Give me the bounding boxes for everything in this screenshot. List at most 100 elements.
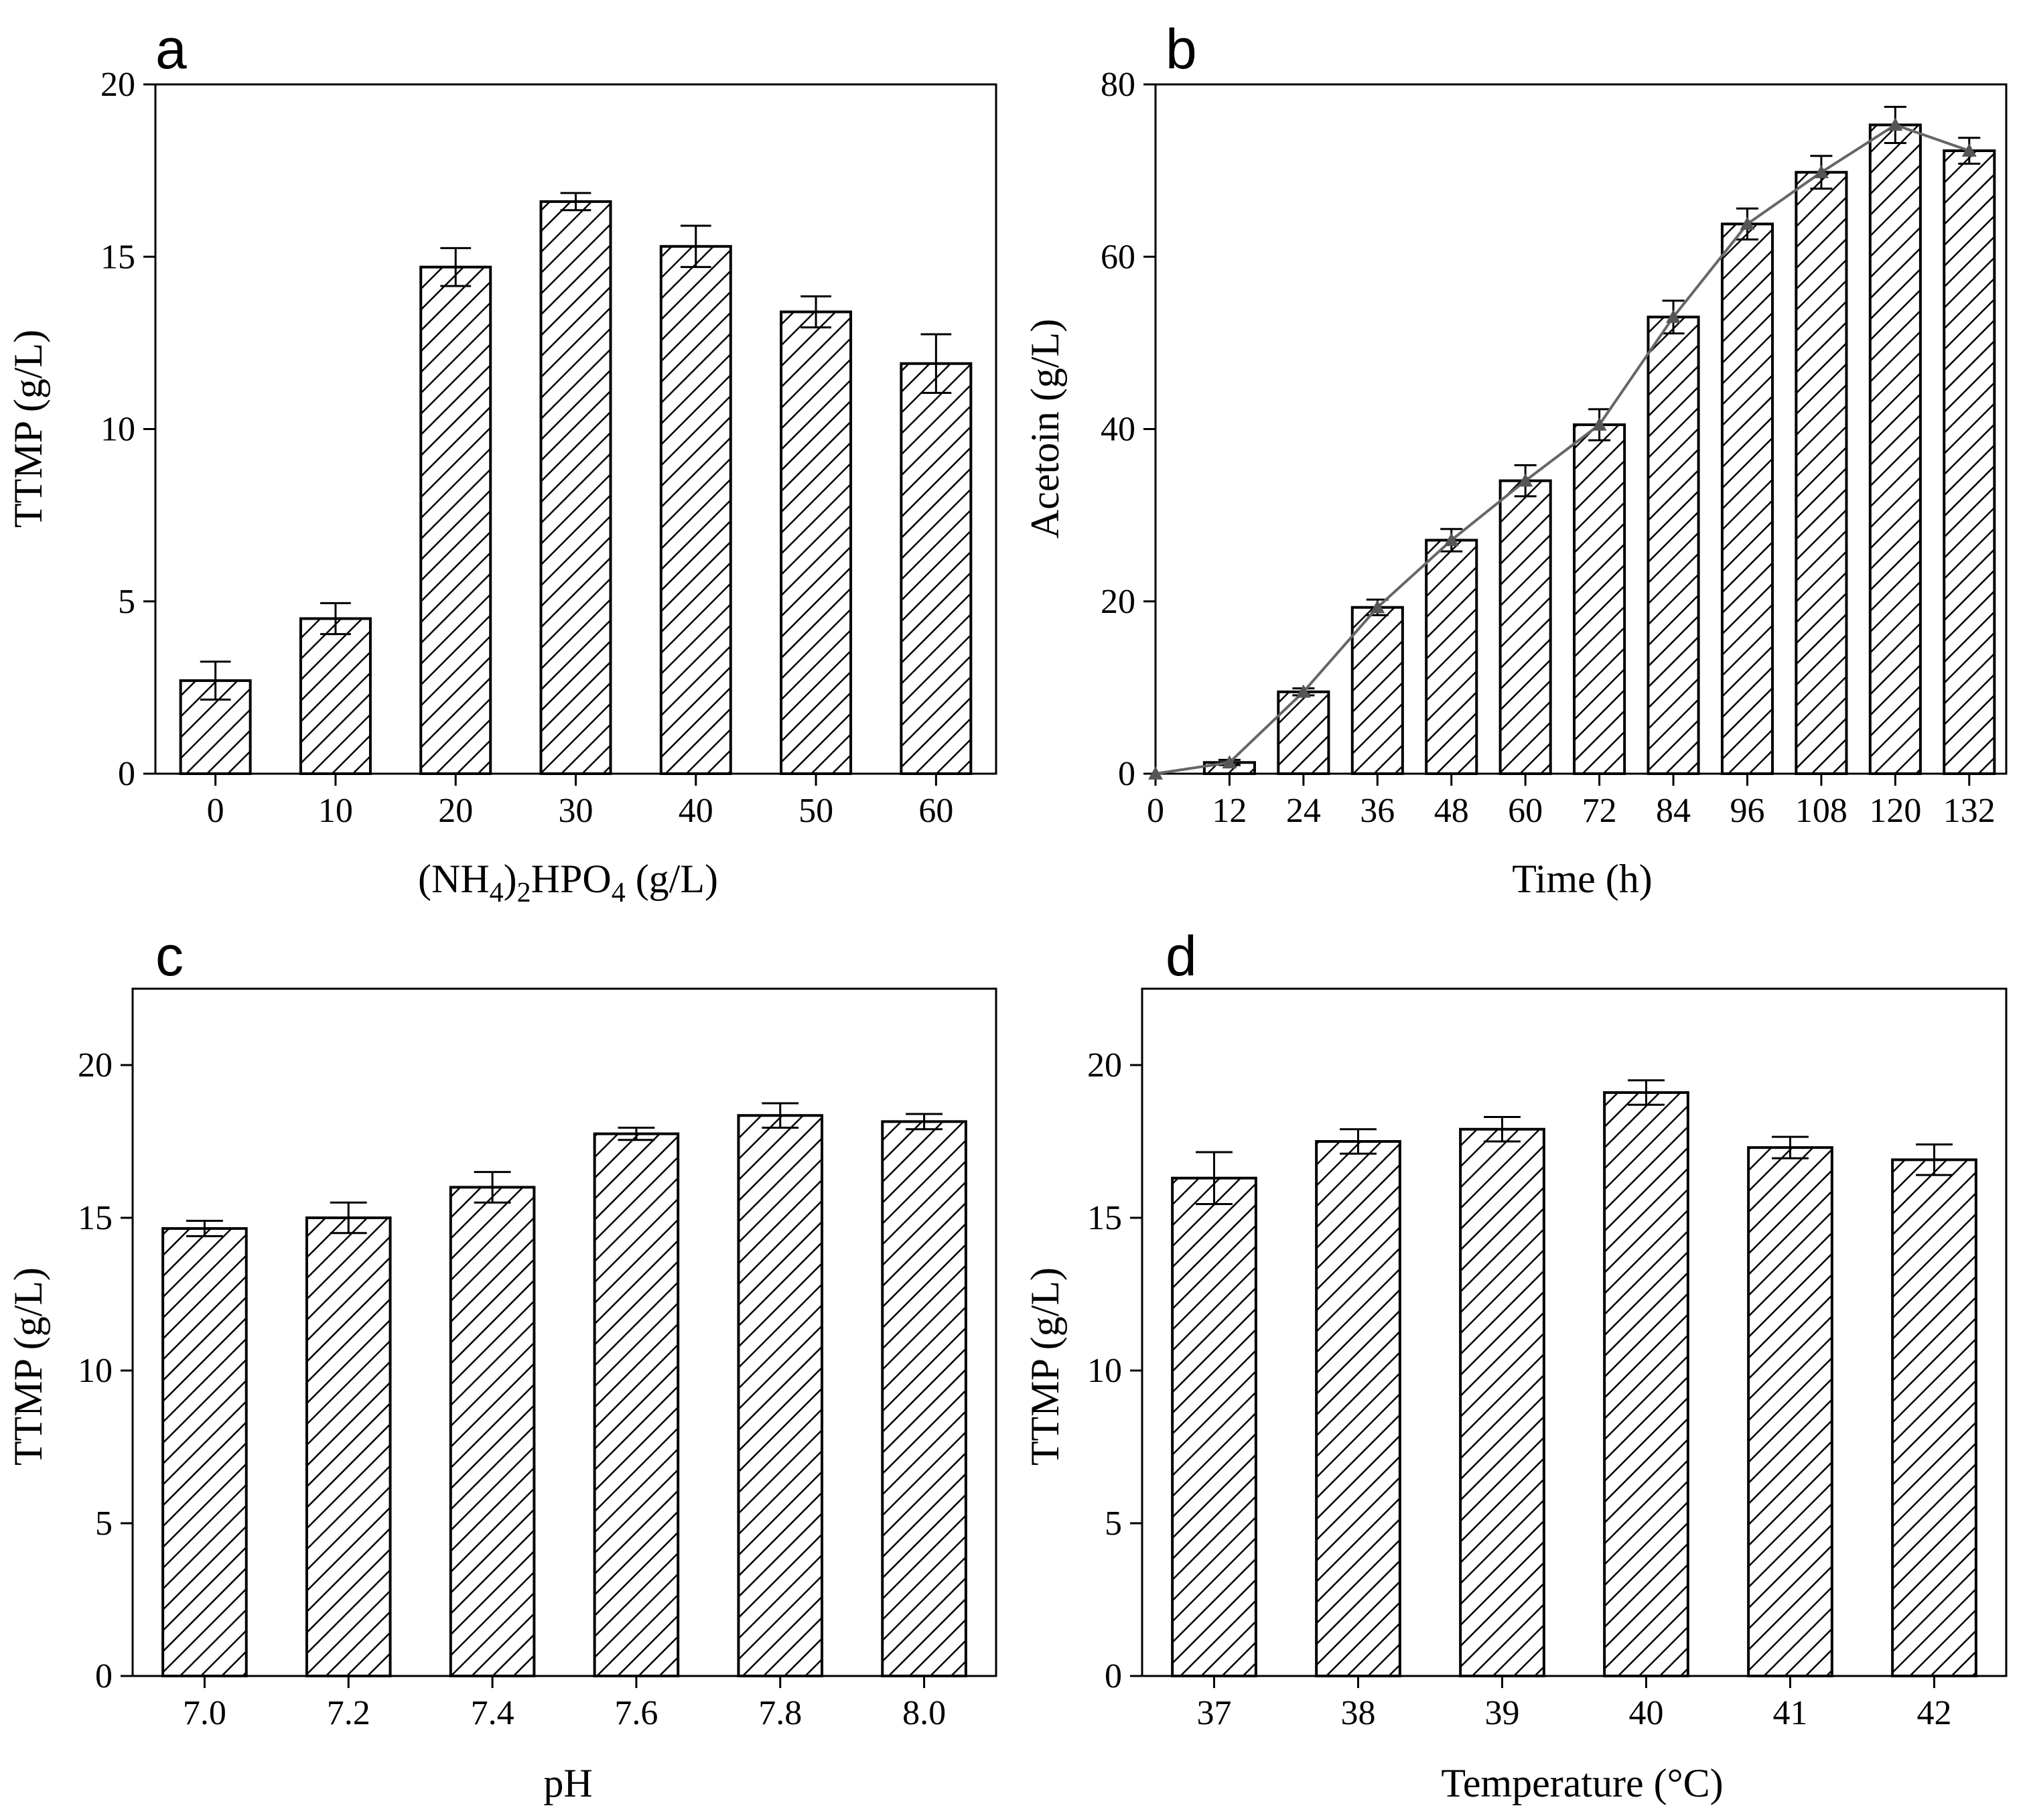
panel-a-ytick-label: 5: [118, 583, 135, 621]
panel-b-bar: [1498, 479, 1552, 775]
panel-c-frame: [131, 987, 997, 1677]
panel-b-point: [1740, 216, 1755, 230]
panel-d-ytick-label: 0: [1105, 1657, 1122, 1695]
panel-b-bar: [1868, 123, 1922, 776]
panel-d-error-bar: [1484, 1116, 1521, 1143]
panel-c-bar: [305, 1216, 392, 1677]
panel-a-bar: [659, 244, 732, 775]
panel-d-bar: [1603, 1091, 1689, 1678]
panel-a-error-bar: [320, 602, 351, 636]
panel-b-ytick-label: 0: [1118, 755, 1135, 793]
panel-c-ytick-label: 0: [95, 1657, 113, 1695]
panel-b-ytick-label: 40: [1101, 411, 1135, 449]
panel-a-error-bar: [560, 192, 591, 212]
panel-d-plot: 0 5 10 15 20 37 38 39 40 41 42: [1087, 987, 2008, 1732]
panel-b-plot: 0 20 40 60 80 0 12 24 36 48 60 72 84 96 108 120 132: [1101, 66, 2008, 830]
panel-b-xtick-label: 120: [1869, 792, 1921, 830]
panel-a-xtick-label: 10: [318, 792, 353, 830]
panel-b-bar: [1350, 606, 1404, 775]
panel-a-bar: [539, 200, 612, 775]
panel-d-error-bar: [1340, 1128, 1377, 1155]
panel-c-plot: 0 5 10 15 20 7.0 7.2 7.4 7.6 7.8 8.0: [78, 987, 997, 1732]
panel-c-error-bar: [186, 1220, 223, 1237]
panel-b-point: [1518, 473, 1533, 487]
panel-b-xtick-label: 0: [1147, 792, 1164, 830]
panel-d: d 0 5 10 15 20 37 38 39 40 41 42 TTMP (g/L) Temper…: [1023, 924, 2008, 1805]
panel-c-error-bar: [618, 1126, 655, 1141]
panel-c-xtick-label: 7.4: [471, 1694, 514, 1732]
panel-c-xlabel: pH: [543, 1761, 592, 1805]
panel-a-error-bar: [200, 660, 231, 701]
panel-b-bar: [1573, 423, 1626, 775]
panel-c-error-bar: [474, 1171, 511, 1204]
panel-d-bar: [1459, 1127, 1545, 1677]
panel-d-error-bar: [1916, 1143, 1953, 1176]
panel-c-error-bar: [330, 1201, 367, 1235]
panel-c-ytick-label: 20: [78, 1046, 113, 1084]
panel-b-ytick-label: 60: [1101, 238, 1135, 276]
panel-b-point: [1444, 533, 1459, 547]
panel-d-xlabel: Temperature (°C): [1441, 1761, 1723, 1805]
panel-d-ytick-label: 15: [1087, 1199, 1122, 1237]
panel-b-xtick-label: 48: [1434, 792, 1469, 830]
panel-b: b 0 20 40 60 80 0 12 24 36 48 60 72 84 96 108 120 132 Ac…: [1023, 17, 2008, 901]
panel-b-point: [1813, 165, 1829, 178]
panel-c-bar: [881, 1120, 967, 1677]
panel-a-error-bar: [800, 295, 831, 329]
panel-c-xtick-label: 7.8: [758, 1694, 802, 1732]
panel-b-bar: [1425, 539, 1478, 776]
panel-a-xtick-label: 0: [207, 792, 224, 830]
panel-c-xtick-label: 7.0: [183, 1694, 226, 1732]
panel-b-xtick-label: 36: [1360, 792, 1395, 830]
panel-b-point: [1370, 600, 1385, 614]
panel-b-series-line: [1155, 123, 1970, 775]
panel-a-error-bar: [680, 224, 711, 269]
panel-a-bar: [780, 310, 853, 775]
panel-a-xtick-label: 40: [679, 792, 713, 830]
panel-d-ytick-label: 10: [1087, 1352, 1122, 1390]
panel-a: a 0 5 10 15 20 0 10 20 30 40 50 60 TTMP (g/L) (NH4)…: [6, 17, 997, 908]
panel-b-xtick-label: 84: [1656, 792, 1691, 830]
panel-d-error-bar: [1196, 1151, 1233, 1205]
panel-b-point: [1592, 417, 1607, 431]
panel-a-xtick-label: 60: [918, 792, 953, 830]
panel-c-bar: [161, 1227, 248, 1677]
panel-b-xtick-label: 60: [1508, 792, 1543, 830]
panel-d-error-bar: [1772, 1135, 1809, 1160]
panel-b-xtick-label: 72: [1582, 792, 1617, 830]
panel-c-error-bar: [906, 1113, 942, 1131]
panel-b-point: [1148, 766, 1163, 780]
panel-b-bar: [1647, 316, 1700, 776]
panel-d-xtick-label: 37: [1197, 1694, 1232, 1732]
panel-d-bar: [1747, 1146, 1833, 1677]
panel-c-bar: [593, 1132, 680, 1677]
panel-b-xtick-label: 24: [1286, 792, 1321, 830]
panel-c-bar: [449, 1186, 536, 1677]
panel-b-xtick-label: 108: [1795, 792, 1847, 830]
panel-b-point: [1888, 117, 1903, 131]
panel-b-point: [1222, 755, 1237, 769]
panel-a-bar: [419, 265, 492, 775]
panel-c-ytick-label: 5: [95, 1504, 113, 1543]
panel-a-ytick-label: 20: [100, 66, 135, 104]
panel-d-ytick-label: 20: [1087, 1046, 1122, 1084]
panel-d-xtick-label: 40: [1629, 1694, 1664, 1732]
panel-a-letter: a: [155, 17, 187, 80]
panel-b-ytick-label: 80: [1101, 66, 1135, 104]
panel-b-bar: [1720, 222, 1774, 775]
panel-a-ylabel: TTMP (g/L): [6, 330, 50, 528]
panel-d-bar: [1315, 1140, 1401, 1677]
panel-b-point: [1961, 143, 1977, 157]
panel-a-ytick-label: 10: [100, 411, 135, 449]
panel-b-bar: [1943, 149, 1996, 775]
panel-d-xtick-label: 41: [1773, 1694, 1808, 1732]
panel-b-xtick-label: 96: [1730, 792, 1764, 830]
panel-b-point: [1666, 309, 1681, 324]
panel-a-error-bar: [920, 333, 952, 394]
panel-d-ylabel: TTMP (g/L): [1023, 1267, 1067, 1466]
panel-b-bar: [1277, 690, 1330, 776]
panel-b-bar: [1795, 171, 1848, 775]
panel-d-xtick-label: 38: [1341, 1694, 1376, 1732]
panel-a-ytick-label: 0: [118, 755, 135, 793]
